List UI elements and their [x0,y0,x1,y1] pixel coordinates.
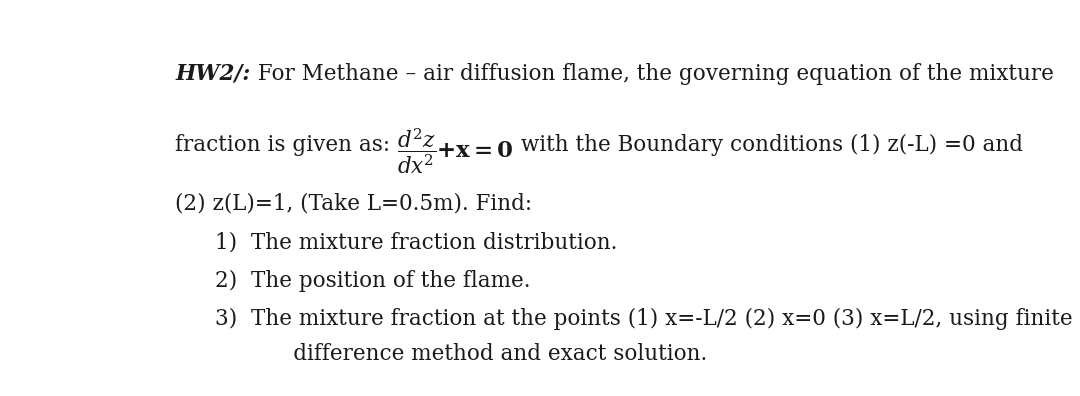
Text: difference method and exact solution.: difference method and exact solution. [253,343,707,365]
Text: HW2/:: HW2/: [175,63,251,84]
Text: with the Boundary conditions (1) z(-L) =0 and: with the Boundary conditions (1) z(-L) =… [514,134,1023,156]
Text: 3)  The mixture fraction at the points (1) x=-L/2 (2) x=0 (3) x=L/2, using finit: 3) The mixture fraction at the points (1… [215,308,1072,330]
Text: 2)  The position of the flame.: 2) The position of the flame. [215,270,530,292]
Text: 1)  The mixture fraction distribution.: 1) The mixture fraction distribution. [215,232,617,254]
Text: $\dfrac{d^2z}{dx^2}$: $\dfrac{d^2z}{dx^2}$ [397,126,436,176]
Text: $\mathbf{+ x = 0}$: $\mathbf{+ x = 0}$ [436,140,514,162]
Text: For Methane – air diffusion flame, the governing equation of the mixture: For Methane – air diffusion flame, the g… [251,63,1053,84]
Text: (2) z(L)=1, (Take L=0.5m). Find:: (2) z(L)=1, (Take L=0.5m). Find: [175,192,532,214]
Text: fraction is given as:: fraction is given as: [175,134,397,156]
